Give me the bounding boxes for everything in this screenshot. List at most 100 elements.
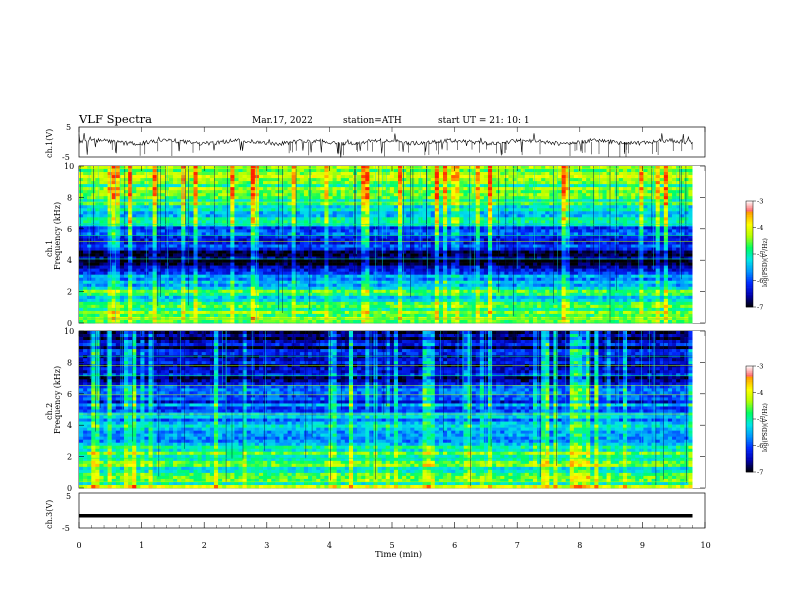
spectrogram-cell <box>422 244 427 248</box>
spectrogram-cell <box>79 238 84 242</box>
spectrogram-cell <box>459 232 464 236</box>
spectrogram-cell <box>455 220 460 224</box>
spectrogram-cell <box>508 214 513 218</box>
spectrogram-cell <box>160 184 166 188</box>
spectrogram-cell <box>123 169 129 173</box>
spectrogram-cell <box>369 205 374 209</box>
spectrogram-cell <box>655 250 661 254</box>
spectrogram-cell <box>164 181 170 185</box>
spectrogram-cell <box>610 199 616 203</box>
spectrogram-cell <box>79 244 84 248</box>
spectrogram-cell <box>451 190 456 194</box>
spectrogram-cell <box>422 196 427 200</box>
spectrogram-cell <box>287 217 292 221</box>
spectrogram-cell <box>553 178 558 182</box>
spectrogram-cell <box>667 199 673 203</box>
spectrogram-cell <box>140 169 145 173</box>
spectrogram-cell <box>177 205 182 209</box>
spectrogram-cell <box>426 256 432 260</box>
spectrogram-cell <box>434 217 440 221</box>
spectrogram-cell <box>463 169 468 173</box>
spectrogram-cell <box>594 178 599 182</box>
spectrogram-cell <box>586 181 591 185</box>
spectrogram-cell <box>173 178 178 182</box>
spectrogram-cell <box>365 196 370 200</box>
spectrogram-cell <box>676 241 681 245</box>
spectrogram-cell <box>209 235 215 239</box>
spectrogram-cell <box>426 187 432 191</box>
spectrogram-cell <box>140 178 145 182</box>
spectrogram-cell <box>659 193 665 197</box>
spectrogram-cell <box>680 220 685 224</box>
spectrogram-cell <box>115 166 121 170</box>
spectrogram-cell <box>234 250 239 254</box>
spectrogram-cell <box>365 220 370 224</box>
spectrogram-cell <box>659 169 665 173</box>
spectrogram-cell <box>471 205 477 209</box>
spectrogram-cell <box>635 247 640 251</box>
spectrogram-cell <box>246 169 252 173</box>
spectrogram-cell <box>246 238 252 242</box>
spectrogram-cell <box>132 250 137 254</box>
spectrogram-cell <box>688 199 693 203</box>
spectrogram-cell <box>295 211 301 215</box>
spectrogram-cell <box>414 241 419 245</box>
spectrogram-cell <box>250 187 256 191</box>
spectrogram-cell <box>451 193 456 197</box>
spectrogram-cell <box>111 214 117 218</box>
spectrogram-cell <box>238 169 243 173</box>
spectrogram-cell <box>357 232 362 236</box>
spectrogram-cell <box>573 250 579 254</box>
spectrogram-cell <box>582 223 587 227</box>
spectrogram-cell <box>471 169 477 173</box>
spectrogram-cell <box>471 247 477 251</box>
spectrogram-cell <box>688 259 693 263</box>
spectrogram-cell <box>537 190 542 194</box>
spectrogram-cell <box>561 226 566 230</box>
spectrogram-cell <box>537 181 542 185</box>
spectrogram-cell <box>103 208 108 212</box>
spectrogram-cell <box>148 256 153 260</box>
spectrogram-cell <box>156 208 162 212</box>
spectrogram-cell <box>676 220 681 224</box>
spectrogram-cell <box>173 208 178 212</box>
spectrogram-cell <box>647 217 652 221</box>
spectrogram-cell <box>418 208 423 212</box>
spectrogram-cell <box>549 172 554 176</box>
spectrogram-cell <box>455 229 460 233</box>
spectrogram-cell <box>406 175 411 179</box>
spectrogram-cell <box>218 241 223 245</box>
spectrogram-cell <box>594 181 599 185</box>
spectrogram-cell <box>655 166 661 170</box>
spectrogram-cell <box>111 193 117 197</box>
spectrogram-cell <box>422 232 427 236</box>
spectrogram-cell <box>455 175 460 179</box>
spectrogram-cell <box>377 223 382 227</box>
spectrogram-cell <box>618 244 624 248</box>
spectrogram-cell <box>639 259 644 263</box>
spectrogram-cell <box>598 235 603 239</box>
spectrogram-cell <box>299 184 305 188</box>
spectrogram-cell <box>434 193 440 197</box>
spectrogram-cell <box>201 244 207 248</box>
spectrogram-cell <box>520 202 526 206</box>
spectrogram-cell <box>459 220 464 224</box>
spectrogram-cell <box>193 172 198 176</box>
spectrogram-cell <box>643 253 648 257</box>
spectrogram-cell <box>250 244 256 248</box>
spectrogram-cell <box>402 256 407 260</box>
spectrogram-cell <box>569 253 575 257</box>
spectrogram-cell <box>324 199 329 203</box>
spectrogram-cell <box>430 166 436 170</box>
spectrogram-cell <box>541 229 546 233</box>
spectrogram-cell <box>655 169 661 173</box>
spectrogram-cell <box>610 169 616 173</box>
spectrogram-cell <box>230 259 235 263</box>
spectrogram-cell <box>582 256 587 260</box>
spectrogram-cell <box>201 214 207 218</box>
spectrogram-cell <box>365 202 370 206</box>
spectrogram-cell <box>209 181 215 185</box>
spectrogram-cell <box>418 247 423 251</box>
spectrogram-cell <box>136 199 141 203</box>
spectrogram-cell <box>119 169 125 173</box>
